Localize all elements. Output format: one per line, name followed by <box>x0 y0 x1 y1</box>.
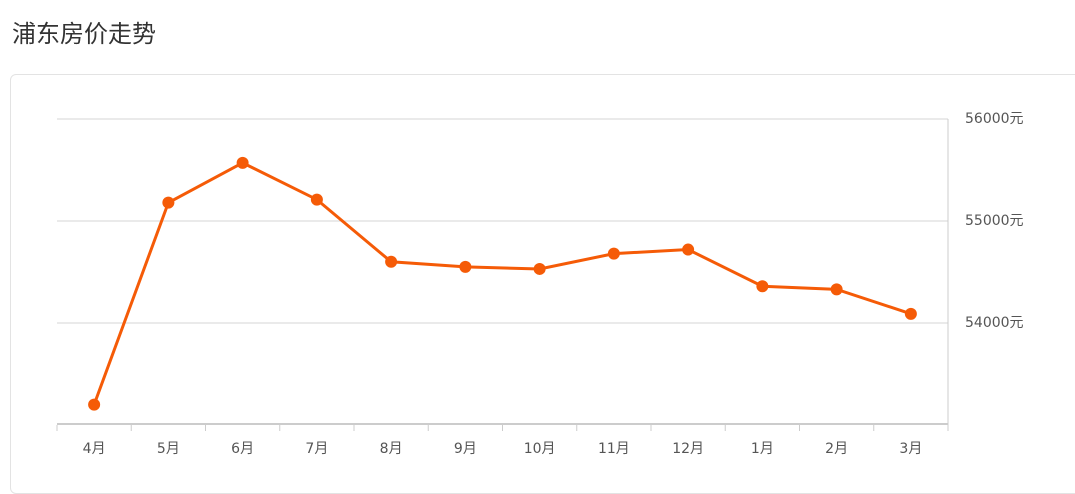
page: {"chart_data": {"type": "line", "title":… <box>10 20 1075 494</box>
x-tick-label: 5月 <box>157 441 180 457</box>
y-tick-label: 54000元 <box>965 315 1024 331</box>
x-tick-label: 3月 <box>899 441 922 457</box>
line <box>92 161 912 406</box>
x-tick-label: 11月 <box>598 441 630 457</box>
x-tick-label: 10月 <box>524 441 556 457</box>
y-tick-label: 55000元 <box>965 213 1024 229</box>
point <box>310 193 323 206</box>
x-tick-label: 4月 <box>83 441 106 457</box>
point <box>904 307 917 320</box>
point <box>756 280 769 293</box>
point <box>459 260 472 273</box>
point <box>88 398 101 411</box>
point <box>830 283 843 296</box>
x-tick-label: 12月 <box>672 441 704 457</box>
chart: 54000元 55000元 56000元 4月 5月 6月 7月 8月 9月 10月 11月 12月 1… <box>56 111 1024 457</box>
x-tick-label: 1月 <box>751 441 774 457</box>
x-tick-label: 6月 <box>231 441 254 457</box>
point <box>385 255 398 268</box>
y-tick-label: 56000元 <box>965 111 1024 127</box>
chart-title: 浦东房价走势 <box>12 20 156 48</box>
x-tick-label: 2月 <box>825 441 848 457</box>
point <box>682 243 695 256</box>
point <box>607 247 620 260</box>
x-tick-label: 9月 <box>454 441 477 457</box>
point <box>162 196 175 209</box>
x-tick-label: 7月 <box>305 441 328 457</box>
point <box>236 156 249 169</box>
point <box>533 262 546 275</box>
x-tick-label: 8月 <box>380 441 403 457</box>
